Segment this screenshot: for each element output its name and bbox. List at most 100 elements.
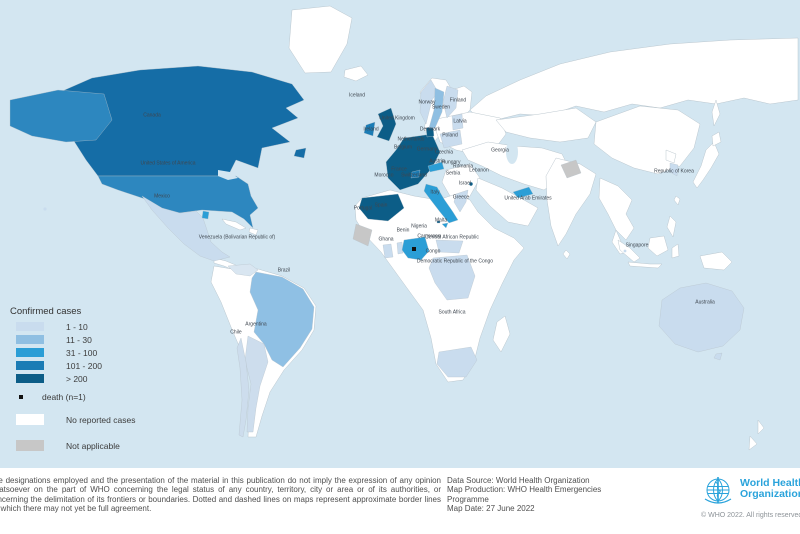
legend-class-swatch <box>16 322 44 331</box>
region-west-europe <box>385 133 441 191</box>
region-hawaii <box>43 207 47 211</box>
legend-no-cases-row: No reported cases <box>0 414 135 425</box>
legend-title: Confirmed cases <box>10 306 82 317</box>
region-sweden <box>428 87 445 129</box>
legend-class-label: 1 - 10 <box>66 321 88 332</box>
region-kashmir <box>560 159 582 179</box>
region-austria <box>427 161 445 173</box>
region-australia <box>658 282 745 353</box>
region-malta <box>436 220 441 224</box>
region-cuba <box>221 218 247 231</box>
not-applicable-swatch <box>16 440 44 451</box>
region-mexico <box>141 195 231 262</box>
death-marker-swatch <box>19 395 23 399</box>
region-canada <box>57 65 305 177</box>
caspian-sea <box>506 140 518 164</box>
region-alaska <box>9 89 113 143</box>
map-date-line: Map Date: 27 June 2022 <box>447 504 535 514</box>
legend-class-row: 1 - 10 <box>0 320 230 333</box>
region-drc <box>428 254 476 301</box>
who-wordmark-line2: Organization <box>740 487 800 500</box>
region-chile <box>236 337 250 438</box>
who-emblem-icon <box>704 477 732 504</box>
region-iberia <box>358 193 405 222</box>
source-block: Data Source: World Health Organization M… <box>447 476 615 514</box>
region-ireland <box>363 121 376 137</box>
case-regions <box>9 65 745 438</box>
region-uk <box>376 107 397 142</box>
region-madagascar <box>492 315 511 353</box>
copyright-text: © WHO 2022. All rights reserved. <box>701 512 800 519</box>
region-newfoundland <box>293 147 307 159</box>
region-israel <box>469 182 473 186</box>
legend-not-applicable-row: Not applicable <box>0 440 120 451</box>
region-benin <box>396 241 404 255</box>
region-brazil <box>249 271 315 368</box>
region-western-sahara <box>352 223 373 247</box>
region-venezuela <box>227 263 259 277</box>
legend-class-swatch <box>16 348 44 357</box>
legend: Confirmed cases 1 - 10 11 - 30 31 - 100 101… <box>0 300 230 468</box>
region-sumatra <box>617 239 641 263</box>
legend-not-applicable-label: Not applicable <box>66 440 120 451</box>
region-switzerland <box>410 169 421 179</box>
region-south-africa <box>436 346 478 378</box>
legend-class-label: 101 - 200 <box>66 360 102 371</box>
region-usa <box>97 175 259 229</box>
no-cases-swatch <box>16 414 44 425</box>
footer: The designations employed and the presen… <box>0 468 800 534</box>
region-japan <box>692 141 720 189</box>
legend-death-label: death (n=1) <box>42 392 86 402</box>
world-map: Canada United States of America Mexico Vene… <box>0 0 800 468</box>
region-hokkaido <box>711 131 722 147</box>
region-singapore <box>623 249 627 253</box>
region-borneo <box>647 235 669 257</box>
who-logo: World Health Organization © WHO 2022. Al… <box>700 474 800 530</box>
legend-class-label: > 200 <box>66 373 88 384</box>
region-new-guinea <box>699 251 733 271</box>
region-arabia <box>475 177 539 227</box>
map-production-line: Map Production: WHO Health Emergencies P… <box>447 485 602 504</box>
region-new-zealand <box>757 419 765 435</box>
who-wordmark: World Health Organization <box>740 478 800 499</box>
region-sri-lanka <box>562 249 571 260</box>
death-marker <box>412 247 416 251</box>
region-central-african-republic <box>435 239 464 254</box>
legend-class-label: 31 - 100 <box>66 347 98 358</box>
region-uae <box>512 186 534 199</box>
region-india <box>545 157 597 247</box>
legend-class-list: 1 - 10 11 - 30 31 - 100 101 - 200 > 200 <box>0 320 230 385</box>
region-baltics <box>451 113 464 131</box>
region-norway <box>419 79 439 125</box>
region-greece <box>453 189 469 213</box>
legend-class-row: 31 - 100 <box>0 346 230 359</box>
region-belize <box>201 210 210 220</box>
region-indochina <box>598 177 635 241</box>
region-sicily <box>441 222 449 229</box>
region-republic-of-korea <box>669 162 679 177</box>
who-wordmark-line1: World Health <box>740 477 800 489</box>
legend-class-row: 11 - 30 <box>0 333 230 346</box>
legend-class-row: 101 - 200 <box>0 359 230 372</box>
world-map-svg <box>0 0 800 468</box>
region-iceland <box>343 65 369 82</box>
legend-class-label: 11 - 30 <box>66 334 92 345</box>
region-ghana <box>382 243 394 259</box>
legend-death-row: death (n=1) <box>0 392 86 402</box>
legend-class-swatch <box>16 374 44 383</box>
region-italy <box>423 183 459 224</box>
region-java <box>627 261 663 269</box>
region-philippines <box>666 215 677 238</box>
data-source-line: Data Source: World Health Organization <box>447 476 590 485</box>
legend-no-cases-label: No reported cases <box>66 414 136 425</box>
region-argentina <box>244 335 269 433</box>
region-greenland <box>288 5 353 74</box>
great-lakes <box>218 170 238 180</box>
region-poland <box>439 129 463 149</box>
region-taiwan <box>673 195 681 206</box>
region-new-zealand-south <box>748 435 758 451</box>
region-finland <box>442 85 459 119</box>
disclaimer-text: The designations employed and the presen… <box>0 476 441 514</box>
region-north-korea <box>665 149 677 164</box>
